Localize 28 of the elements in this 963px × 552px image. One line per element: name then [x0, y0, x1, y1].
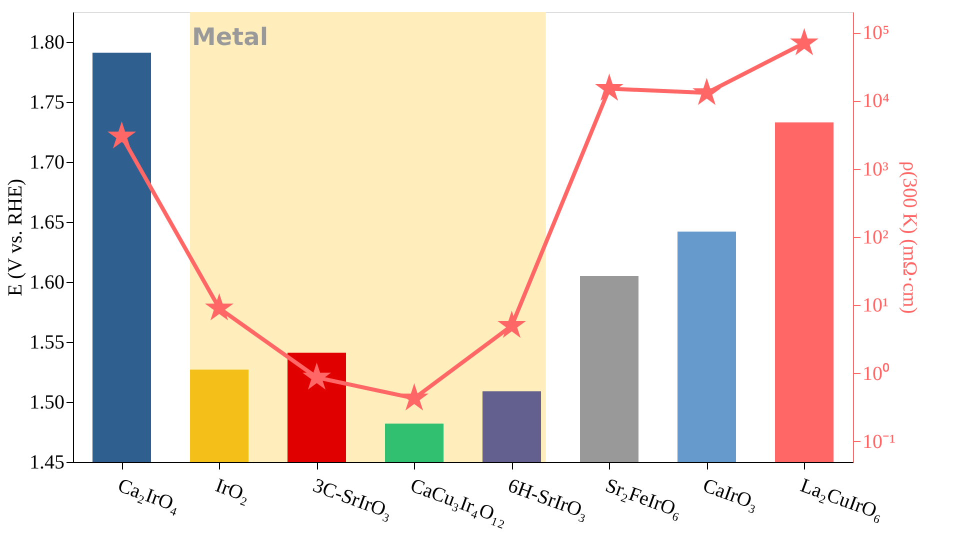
point [400, 383, 429, 410]
y-tick-label: 1.60 [30, 272, 64, 294]
y2-axis-title: ρ(300 K) (mΩ·cm) [898, 161, 920, 314]
point [790, 28, 819, 56]
band-label: Metal [192, 23, 268, 51]
y2-tick-label: 10¹ [862, 294, 888, 317]
point [302, 362, 332, 390]
y2-tick-label: 10³ [862, 158, 888, 180]
y-tick-label: 1.65 [30, 212, 64, 234]
y-tick-label: 1.80 [30, 32, 64, 54]
point [594, 74, 624, 101]
point [204, 293, 234, 320]
y2-tick-label: 10⁵ [862, 22, 890, 44]
y2-tick-label: 10⁴ [862, 90, 890, 112]
point [692, 78, 722, 106]
y-tick-label: 1.55 [30, 332, 64, 354]
y-tick-label: 1.50 [30, 392, 64, 414]
y-tick-label: 1.45 [30, 452, 64, 474]
y-tick-label: 1.70 [30, 152, 64, 174]
y-axis-title: E (V vs. RHE) [4, 178, 26, 296]
point [107, 121, 136, 148]
y2-tick-label: 10⁰ [862, 362, 890, 385]
y2-tick-label: 10² [862, 226, 888, 248]
x-tick-label: IrO₂ [212, 474, 253, 508]
x-tick-label: CaIrO₃ [700, 474, 762, 515]
y-tick-label: 1.75 [30, 92, 64, 114]
y2-tick-label: 10⁻¹ [862, 430, 896, 453]
point [497, 310, 526, 338]
